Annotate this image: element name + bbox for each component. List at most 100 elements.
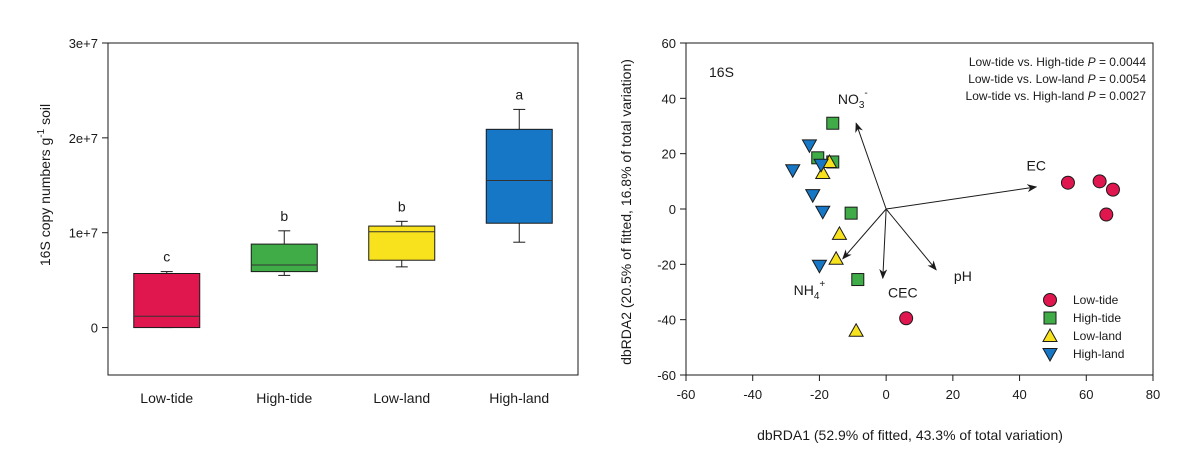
series-low-tide bbox=[899, 174, 1120, 326]
dbrda-y-tick-label: -20 bbox=[657, 257, 676, 272]
dbrda-stat-line: Low-tide vs. High-tide P = 0.0044 bbox=[969, 55, 1146, 69]
dbrda-stat-p-value: = 0.0027 bbox=[1096, 89, 1147, 103]
vector-arrow-ec bbox=[886, 184, 1038, 210]
dbrda-stat-p-label: P bbox=[1088, 89, 1096, 103]
dbrda-x-tick-label: -40 bbox=[743, 387, 762, 402]
dbrda-stat-p-value: = 0.0054 bbox=[1096, 72, 1147, 86]
legend-marker-low-tide bbox=[1043, 293, 1057, 307]
dbrda-y-tick-label: -60 bbox=[657, 368, 676, 383]
legend-marker-high-land bbox=[1042, 348, 1058, 363]
box-iqr bbox=[250, 243, 318, 273]
point-high-tide bbox=[851, 273, 865, 287]
dbrda-y-label: dbRDA2 (20.5% of fitted, 16.8% of total … bbox=[618, 59, 634, 365]
boxplot-frame bbox=[107, 42, 579, 376]
dbrda-stats: Low-tide vs. High-tide P = 0.0044Low-tid… bbox=[966, 55, 1147, 103]
boxplot-y-tick-label: 0 bbox=[91, 321, 98, 336]
dbrda-y-tick-label: 60 bbox=[662, 36, 676, 51]
boxplot-x-tick-label: Low-land bbox=[373, 390, 430, 406]
dbrda-x-tick-label: 40 bbox=[1012, 387, 1026, 402]
vector-label-cec: CEC bbox=[888, 285, 918, 301]
vector-arrow-cec bbox=[879, 208, 888, 280]
box-significance-letter: b bbox=[398, 198, 406, 214]
box-high-tide: b bbox=[250, 208, 318, 276]
boxplot-y-label: 16S copy numbers g-1 soil bbox=[36, 104, 53, 266]
point-high-land bbox=[801, 139, 818, 154]
legend-item-low-land: Low-land bbox=[1042, 327, 1122, 343]
legend-label: Low-land bbox=[1073, 329, 1122, 343]
point-low-tide bbox=[1099, 207, 1114, 222]
box-iqr bbox=[133, 273, 201, 329]
legend-item-high-land: High-land bbox=[1042, 347, 1124, 363]
box-significance-letter: b bbox=[280, 208, 288, 224]
vector-label-ph: pH bbox=[954, 268, 972, 284]
legend-label: High-tide bbox=[1073, 311, 1121, 325]
vector-arrow-nh4 bbox=[842, 208, 887, 260]
dbrda-x-tick-label: 20 bbox=[946, 387, 960, 402]
vector-label-no3: NO3- bbox=[838, 88, 868, 111]
dbrda-stat-comparison: Low-tide vs. High-tide bbox=[969, 55, 1088, 69]
boxplot-boxes: c b b a bbox=[133, 86, 553, 329]
dbrda-x-tick-label: 60 bbox=[1079, 387, 1093, 402]
boxplot-x-tick-label: High-tide bbox=[256, 390, 312, 406]
dbrda-x-tick-label: 0 bbox=[883, 387, 890, 402]
dbrda-panel-label: 16S bbox=[709, 64, 734, 80]
dbrda-x-tick-label: -60 bbox=[677, 387, 696, 402]
box-low-land: b bbox=[368, 198, 436, 268]
legend-label: Low-tide bbox=[1073, 293, 1119, 307]
dbrda-stat-comparison: Low-tide vs. Low-land bbox=[968, 72, 1087, 86]
dbrda-stat-comparison: Low-tide vs. High-land bbox=[966, 89, 1088, 103]
boxplot-panel: 0 1e+7 2e+7 3e+7 Low-tide High-tide Low-land H… bbox=[36, 36, 579, 406]
legend-marker-high-tide bbox=[1043, 311, 1057, 325]
point-high-land bbox=[814, 205, 831, 220]
vector-label-nh4: NH4+ bbox=[794, 279, 826, 302]
box-significance-letter: c bbox=[163, 249, 170, 265]
boxplot-x-tick-label: High-land bbox=[489, 390, 549, 406]
vector-arrow-ph bbox=[885, 208, 937, 271]
point-high-tide bbox=[844, 206, 858, 220]
dbrda-x-axis: -60 -40 -20 0 20 40 60 80 bbox=[677, 375, 1160, 402]
point-low-tide bbox=[899, 311, 914, 326]
boxplot-y-tick-label: 2e+7 bbox=[69, 131, 98, 146]
point-low-land bbox=[814, 165, 831, 180]
dbrda-y-tick-label: -40 bbox=[657, 313, 676, 328]
box-low-tide: c bbox=[133, 249, 201, 329]
point-low-land bbox=[828, 250, 844, 265]
dbrda-y-tick-label: 40 bbox=[662, 91, 676, 106]
series-low-land bbox=[814, 153, 864, 337]
point-high-tide bbox=[826, 116, 840, 130]
dbrda-vectors: EC NO3- NH4+ CEC pH bbox=[794, 88, 1046, 302]
point-high-land bbox=[804, 189, 821, 204]
series-high-land bbox=[784, 139, 831, 274]
boxplot-x-tick-label: Low-tide bbox=[140, 390, 193, 406]
point-high-land bbox=[811, 259, 828, 274]
dbrda-stat-line: Low-tide vs. High-land P = 0.0027 bbox=[966, 89, 1147, 103]
box-high-land: a bbox=[485, 86, 553, 243]
point-high-land bbox=[813, 158, 829, 173]
vector-arrow-no3 bbox=[855, 122, 887, 210]
dbrda-stat-p-label: P bbox=[1088, 72, 1096, 86]
dbrda-y-tick-label: 0 bbox=[669, 202, 676, 217]
legend-marker-low-land bbox=[1042, 327, 1058, 342]
dbrda-stat-line: Low-tide vs. Low-land P = 0.0054 bbox=[968, 72, 1146, 86]
legend-label: High-land bbox=[1073, 347, 1124, 361]
point-low-tide bbox=[1105, 182, 1120, 197]
legend-item-low-tide: Low-tide bbox=[1043, 293, 1119, 307]
box-significance-letter: a bbox=[515, 86, 523, 102]
box-iqr bbox=[485, 128, 553, 224]
boxplot-x-axis: Low-tide High-tide Low-land High-land bbox=[140, 390, 549, 406]
vector-label-ec: EC bbox=[1027, 157, 1046, 173]
dbrda-y-axis: -60 -40 -20 0 20 40 60 bbox=[657, 36, 686, 383]
box-iqr bbox=[368, 225, 436, 261]
dbrda-x-tick-label: -20 bbox=[810, 387, 829, 402]
boxplot-y-tick-label: 1e+7 bbox=[69, 226, 98, 241]
dbrda-stat-p-value: = 0.0044 bbox=[1096, 55, 1147, 69]
dbrda-stat-p-label: P bbox=[1088, 55, 1096, 69]
dbrda-x-label: dbRDA1 (52.9% of fitted, 43.3% of total … bbox=[757, 427, 1063, 443]
dbrda-x-tick-label: 80 bbox=[1146, 387, 1160, 402]
point-low-land bbox=[831, 225, 848, 240]
dbrda-legend: Low-tide High-tide Low-land High-land bbox=[1042, 293, 1124, 363]
point-low-land bbox=[848, 322, 864, 337]
dbrda-points bbox=[784, 116, 1120, 337]
